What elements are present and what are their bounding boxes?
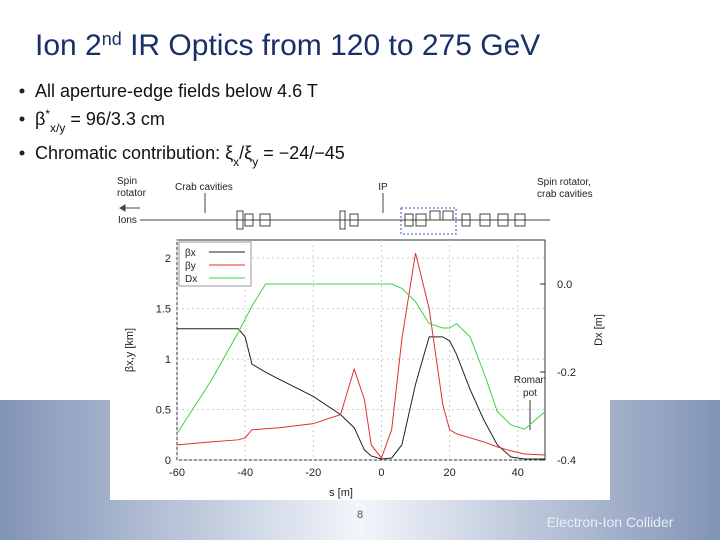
bullets: All aperture-edge fields below 4.6 Tβ*x/… (19, 81, 345, 169)
x-tick-label: 20 (443, 467, 455, 479)
y-tick-label: 0 (165, 455, 171, 467)
y2-tick-label: -0.2 (557, 367, 576, 379)
bullet-text: Chromatic contribution: ξx/ξy = −24/−45 (35, 143, 345, 169)
schematic-label: Crab cavities (175, 182, 233, 193)
plot: -60 -40 -20 0 20 40 0 0.5 1 1.5 2 -0.4 -0.2 0.0 s [m] β… (124, 239, 605, 499)
y-tick-label: 1 (165, 354, 171, 366)
bullet-part: β (35, 109, 45, 129)
title-part: Ion 2 (35, 29, 102, 62)
brand: Electron-Ion Collider (547, 514, 674, 530)
title-part: IR Optics from 120 to 275 GeV (122, 29, 541, 62)
bullet-part: ξ (225, 143, 233, 163)
schematic-label: Spin (117, 176, 137, 187)
bullet-dot (19, 88, 25, 94)
y2-tick-label: 0.0 (557, 279, 572, 291)
series-line (176, 283, 546, 434)
series-line (176, 252, 546, 460)
schematic-label: rotator (117, 188, 147, 199)
x-tick-label: 0 (378, 467, 384, 479)
x-tick-label: -60 (169, 467, 185, 479)
bullet-part: y (252, 155, 258, 169)
bullet-part: x (233, 155, 239, 169)
y2-tick-label: -0.4 (557, 455, 576, 467)
y-tick-label: 1.5 (156, 304, 171, 316)
schematic-label: Ions (118, 215, 137, 226)
schematic-label: Spin rotator, (537, 177, 591, 188)
bullet-part: All aperture-edge fields below 4.6 T (35, 81, 318, 101)
bullet-part: = −24/−45 (258, 143, 345, 163)
bullet-part: * (45, 107, 50, 121)
bullet-part: x/y (50, 121, 65, 135)
legend-label: Dx (185, 274, 197, 285)
bullet-text: All aperture-edge fields below 4.6 T (35, 81, 318, 101)
page-number: 8 (357, 509, 363, 521)
y-axis-label: βx,y [km] (124, 328, 136, 372)
x-axis-label: s [m] (329, 487, 353, 499)
bullet-part: Chromatic contribution: (35, 143, 225, 163)
annotation: pot (523, 388, 537, 399)
annotation: Roman (514, 375, 546, 386)
legend-box (178, 241, 252, 287)
y-tick-label: 0.5 (156, 405, 171, 417)
schematic (119, 193, 550, 235)
slide-title: Ion 2nd IR Optics from 120 to 275 GeV (35, 29, 540, 62)
y2-axis-label: Dx [m] (593, 314, 605, 346)
x-tick-label: 40 (512, 467, 524, 479)
legend-label: βx (185, 248, 196, 259)
x-tick-label: -20 (305, 467, 321, 479)
y-tick-label: 2 (165, 253, 171, 265)
series-line (177, 328, 545, 460)
bullet-dot (19, 116, 25, 122)
title-part: nd (102, 29, 122, 49)
schematic-label: IP (378, 182, 388, 193)
bullet-dot (19, 150, 25, 156)
figure-panel (110, 170, 610, 500)
x-tick-label: -40 (237, 467, 253, 479)
bullet-text: β*x/y = 96/3.3 cm (35, 107, 165, 135)
schematic-label: crab cavities (537, 189, 593, 200)
legend-label: βy (185, 261, 196, 272)
bullet-part: = 96/3.3 cm (65, 109, 165, 129)
bullet-part: /ξ (239, 143, 252, 163)
